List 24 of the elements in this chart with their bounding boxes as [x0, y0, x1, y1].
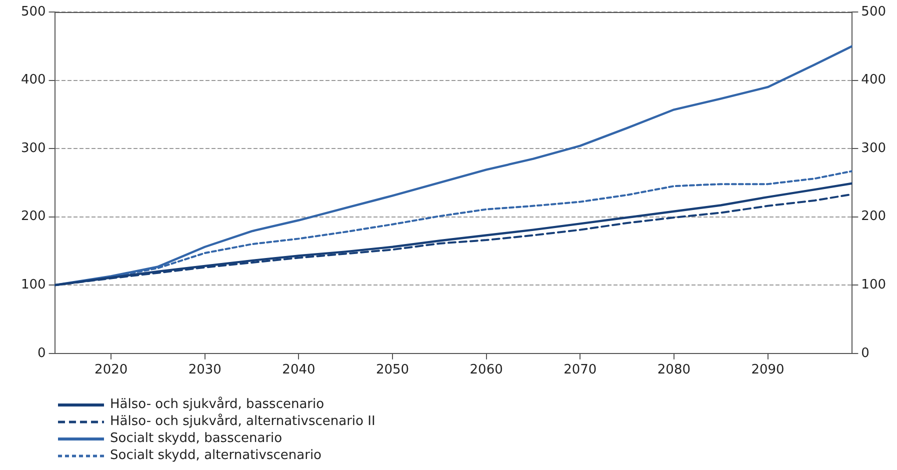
x-tick-label: 2090	[751, 362, 784, 378]
x-tick-label: 2050	[376, 362, 410, 378]
y-tick-label: 400	[20, 72, 46, 88]
x-tick-label: 2020	[94, 362, 128, 378]
x-tick-label: 2080	[657, 362, 690, 378]
y-tick-label: 300	[20, 140, 46, 156]
y-tick-label: 100	[20, 277, 46, 292]
legend-label: Socialt skydd, basscenario	[110, 430, 282, 447]
legend-label: Hälso- och sjukvård, alternativscenario II	[110, 413, 376, 430]
y2-tick-label: 300	[861, 140, 886, 156]
x-tick-label: 2070	[564, 362, 597, 378]
x-tick-label: 2030	[188, 362, 222, 378]
x-tick-label: 2040	[282, 362, 316, 378]
y2-tick-label: 0	[861, 346, 870, 361]
y-tick-label: 500	[20, 4, 46, 20]
legend-label: Socialt skydd, alternativscenario	[110, 447, 322, 464]
y2-tick-label: 500	[861, 4, 886, 20]
y-tick-label: 0	[38, 346, 46, 361]
legend-label: Hälso- och sjukvård, basscenario	[110, 396, 324, 413]
y-tick-label: 200	[20, 209, 46, 224]
y2-tick-label: 400	[861, 72, 886, 88]
y2-tick-label: 200	[861, 209, 886, 224]
y2-tick-label: 100	[861, 277, 886, 292]
x-tick-label: 2060	[470, 362, 503, 378]
